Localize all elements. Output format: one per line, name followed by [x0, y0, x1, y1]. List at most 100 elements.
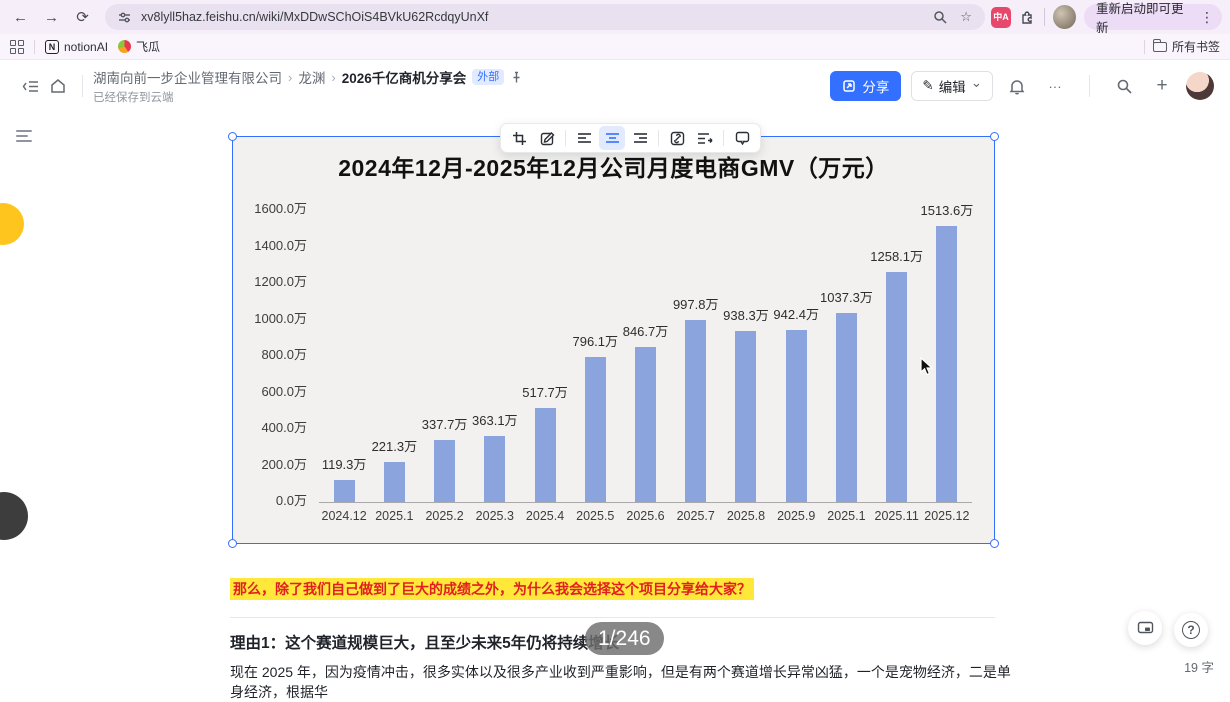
bookmark-notionai[interactable]: N notionAI: [45, 39, 109, 54]
site-settings-icon[interactable]: [115, 8, 133, 26]
share-button[interactable]: 分享: [830, 71, 902, 101]
x-tick-label: 2025.8: [726, 509, 766, 523]
extensions-puzzle-icon[interactable]: [1019, 8, 1036, 26]
bar-value-label: 796.1万: [572, 333, 619, 349]
url-text[interactable]: xv8lyll5haz.feishu.cn/wiki/MxDDwSChOiS4B…: [141, 10, 489, 24]
folder-icon: [1152, 38, 1167, 52]
bar: [333, 480, 355, 502]
header-actions: 分享 ✎ 编辑 ⌄ ··· +: [830, 71, 1214, 101]
resize-handle[interactable]: [990, 539, 999, 548]
bookmarks-right: 所有书签: [1143, 38, 1220, 55]
home-icon[interactable]: [44, 72, 72, 100]
search-icon[interactable]: [1110, 72, 1138, 100]
align-right-icon[interactable]: [627, 126, 653, 150]
share-label: 分享: [862, 80, 890, 95]
back-icon[interactable]: ←: [8, 4, 33, 30]
breadcrumb-org[interactable]: 湖南向前一步企业管理有限公司: [93, 71, 282, 86]
breadcrumb-sep-icon: ›: [288, 69, 293, 85]
crop-icon[interactable]: [506, 126, 532, 150]
edit-button[interactable]: ✎ 编辑 ⌄: [911, 71, 993, 101]
reload-icon[interactable]: ⟳: [70, 4, 95, 30]
translate-extension-icon[interactable]: 中A: [991, 6, 1012, 28]
notion-icon: N: [45, 39, 59, 54]
y-tick-label: 400.0万: [261, 420, 307, 435]
bar-value-label: 938.3万: [723, 307, 769, 323]
bar-value-label: 1258.1万: [870, 249, 924, 265]
section-divider: [230, 617, 995, 618]
bookmark-feigua[interactable]: 飞瓜: [118, 38, 160, 55]
resize-handle[interactable]: [228, 539, 237, 548]
bar-value-label: 221.3万: [371, 438, 418, 454]
presentation-mode-button[interactable]: [1128, 611, 1162, 645]
image-toolbar: [500, 123, 761, 153]
align-center-icon[interactable]: [599, 126, 625, 150]
bar: [434, 440, 456, 502]
doc-outline-icon[interactable]: [16, 130, 38, 148]
edit-label: 编辑: [938, 80, 966, 95]
all-bookmarks-button[interactable]: 所有书签: [1152, 38, 1220, 55]
y-tick-label: 1000.0万: [254, 310, 307, 326]
zoom-icon[interactable]: [931, 8, 949, 26]
comment-icon[interactable]: [729, 126, 755, 150]
create-new-icon[interactable]: +: [1148, 72, 1176, 100]
reason-heading[interactable]: 理由1：这个赛道规模巨大，且至少未来5年仍将持续增长: [230, 635, 620, 652]
apps-grid-icon[interactable]: [10, 39, 24, 54]
align-left-icon[interactable]: [571, 126, 597, 150]
highlighted-question[interactable]: 那么，除了我们自己做到了巨大的成绩之外，为什么我会选择这个项目分享给大家？: [230, 578, 754, 600]
y-tick-label: 0.0万: [275, 493, 307, 508]
chrome-right-controls: 中A 重新启动即可更新 ⋮: [991, 2, 1223, 35]
chart-plot-area: 0.0万 200.0万 400.0万 600.0万 800.0万 1000.0万 1200.…: [254, 201, 973, 523]
user-avatar[interactable]: [1186, 72, 1214, 100]
x-tick-label: 2025.2: [425, 509, 464, 523]
bar-value-label: 846.7万: [622, 324, 669, 340]
address-bar[interactable]: xv8lyll5haz.feishu.cn/wiki/MxDDwSChOiS4B…: [105, 4, 986, 30]
pin-icon[interactable]: [510, 71, 523, 84]
bar-value-label: 119.3万: [321, 457, 367, 473]
y-tick-label: 1400.0万: [254, 237, 307, 253]
x-tick-label: 2025.11: [874, 509, 919, 523]
bar: [383, 461, 405, 502]
browser-profile-avatar[interactable]: [1053, 5, 1077, 29]
bookmark-label: notionAI: [64, 39, 109, 54]
bar: [785, 330, 807, 502]
external-badge: 外部: [472, 69, 505, 85]
breadcrumb-doc-title[interactable]: 2026千亿商机分享会: [341, 71, 467, 86]
body-paragraph[interactable]: 现在 2025 年，因为疫情冲击，很多实体以及很多产业收到严重影响，但是有两个赛…: [230, 664, 1011, 700]
bar: [886, 272, 908, 502]
resize-handle[interactable]: [990, 132, 999, 141]
chevron-down-icon: ⌄: [970, 75, 982, 90]
bar: [685, 319, 707, 502]
bar: [534, 407, 556, 502]
more-options-icon[interactable]: ···: [1041, 72, 1069, 100]
browser-menu-icon[interactable]: ⋮: [1200, 8, 1215, 25]
divider: [565, 130, 566, 146]
annotate-icon[interactable]: [534, 126, 560, 150]
forward-icon[interactable]: →: [39, 4, 64, 30]
divider: [82, 75, 83, 97]
bar: [835, 312, 857, 502]
bar-value-label: 1513.6万: [920, 202, 974, 218]
x-tick-label: 2025.3: [475, 509, 514, 523]
attach-link-icon[interactable]: [664, 126, 690, 150]
breadcrumb-space[interactable]: 龙渊: [298, 71, 326, 86]
feishu-header: 湖南向前一步企业管理有限公司 › 龙渊 › 2026千亿商机分享会 外部 已经保…: [0, 60, 1230, 112]
bar-value-label: 363.1万: [472, 412, 518, 428]
bar-value-label: 942.4万: [773, 307, 819, 323]
help-button[interactable]: ?: [1174, 613, 1208, 647]
resize-handle[interactable]: [228, 132, 237, 141]
bar: [484, 435, 506, 502]
x-tick-label: 2025.12: [924, 509, 970, 523]
divider: [1089, 75, 1090, 97]
x-tick-label: 2025.1: [827, 509, 866, 523]
x-tick-label: 2025.7: [676, 509, 715, 523]
extract-text-icon[interactable]: [692, 126, 718, 150]
divider: [1143, 39, 1145, 54]
bar-value-label: 1037.3万: [820, 289, 873, 305]
chart-image-block[interactable]: 2024年12月-2025年12月公司月度电商GMV（万元） 0.0万 200.0…: [228, 132, 999, 548]
toggle-doc-tree-icon[interactable]: [16, 72, 44, 100]
notifications-bell-icon[interactable]: [1003, 72, 1031, 100]
relaunch-update-button[interactable]: 重新启动即可更新 ⋮: [1084, 2, 1223, 35]
x-tick-label: 2025.6: [626, 509, 665, 523]
bar: [635, 347, 656, 502]
bookmark-star-icon[interactable]: ☆: [960, 9, 972, 24]
